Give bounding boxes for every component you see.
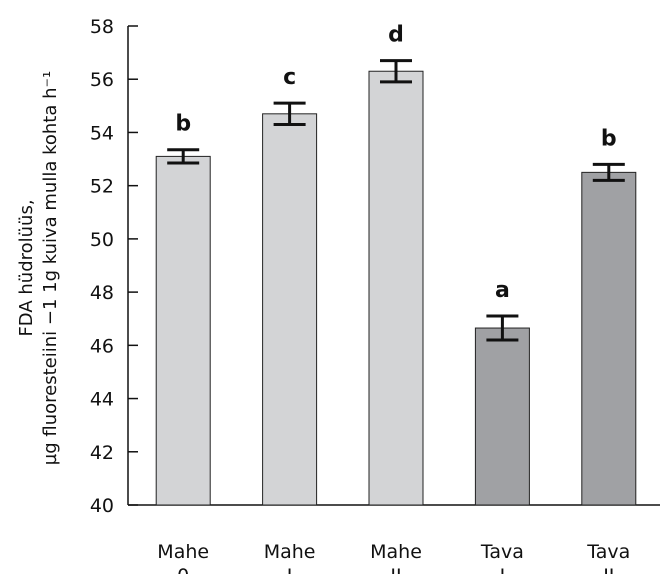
y-tick-label: 56: [90, 69, 114, 91]
plot-area: 40 42 44 46 48 50 52 54 56 58 b Mahe 0 c Mahe Id Mahe II a…: [90, 16, 660, 574]
category-label-line-2: I: [287, 565, 293, 574]
y-tick-label: 54: [90, 122, 114, 144]
bar: [262, 113, 318, 506]
category-label-line-1: Mahe: [264, 541, 316, 563]
category-label-line-2: II: [603, 565, 614, 574]
significance-label: b: [175, 112, 191, 137]
y-tick-label: 44: [90, 389, 114, 411]
category-label-line-1: Mahe: [157, 541, 209, 563]
y-tick-label: 46: [90, 335, 114, 357]
y-tick-label: 42: [90, 442, 114, 464]
significance-label: d: [388, 23, 404, 48]
y-axis-label-line-2: µg fluoresteiini −1 1g kuiva mulla kohta…: [40, 71, 61, 465]
significance-label: a: [495, 278, 510, 303]
category-label-line-1: Tava: [480, 541, 524, 563]
category-label-line-2: II: [390, 565, 401, 574]
category-label-line-1: Mahe: [370, 541, 422, 563]
y-tick-label: 50: [90, 229, 114, 251]
y-tick-label: 40: [90, 495, 114, 517]
category-label-line-2: 0: [177, 565, 189, 574]
y-tick-label: 58: [90, 16, 114, 38]
bar: [155, 155, 211, 506]
significance-label: c: [283, 65, 296, 90]
bar: [368, 70, 424, 506]
bar: [474, 327, 530, 506]
y-tick-label: 48: [90, 282, 114, 304]
category-label-line-1: Tava: [586, 541, 630, 563]
y-axis-label-line-1: FDA hüdrolüüs,: [16, 199, 37, 336]
y-tick-label: 52: [90, 176, 114, 198]
category-label-line-2: I: [500, 565, 506, 574]
significance-label: b: [601, 126, 617, 151]
bar: [581, 171, 637, 506]
